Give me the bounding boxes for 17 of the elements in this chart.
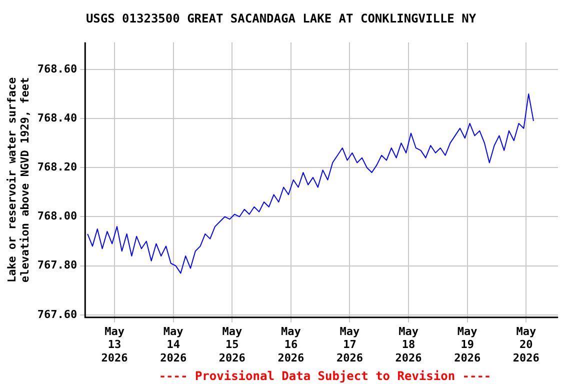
y-tick-label: 768.40	[37, 111, 78, 124]
chart-title: USGS 01323500 GREAT SACANDAGA LAKE AT CONKLINGVILLE NY	[86, 11, 477, 26]
x-tick-label: May 13 2026	[101, 324, 128, 364]
x-tick-label: May 17 2026	[336, 324, 364, 364]
y-tick-label: 768.20	[37, 160, 78, 174]
x-tick-label: May 15 2026	[218, 324, 246, 364]
y-tick-label: 768.60	[37, 62, 78, 76]
x-tick-label: May 19 2026	[454, 324, 481, 364]
text: ---- Provisional Data Subject to Revision ----	[158, 369, 492, 383]
y-tick-label: 767.80	[37, 258, 78, 272]
x-tick-label: May 20 2026	[512, 324, 540, 364]
x-tick-label: May 16 2026	[278, 324, 305, 364]
y-tick-label: 767.60	[37, 308, 78, 321]
y-axis-title: Lake or reservoir water surface elevation above NGVD 1929, feet	[5, 76, 32, 283]
x-tick-label: May 14 2026	[160, 324, 187, 364]
x-tick-label: May 18 2026	[395, 324, 422, 364]
y-tick-label: 768.00	[37, 210, 78, 223]
